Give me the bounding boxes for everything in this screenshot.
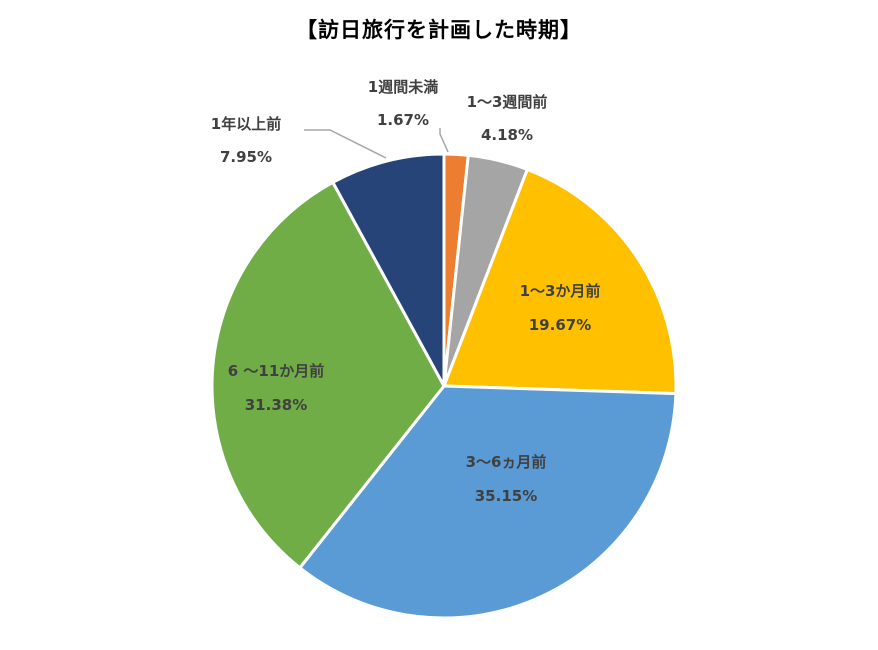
slice-value-label: 4.18%: [481, 126, 533, 144]
chart-title: 【訪日旅行を計画した時期】: [296, 18, 582, 42]
slice-value-label: 19.67%: [529, 316, 591, 334]
slice-labels: 1週間未満 1.67% 1～3週間前 4.18% 1～3か月前 19.67% 3～6ヵ月前 3…: [211, 78, 601, 505]
slice-category-label: 1～3か月前: [520, 282, 601, 300]
slice-value-label: 1.67%: [377, 111, 429, 129]
slice-category-label: 3～6ヵ月前: [466, 453, 547, 471]
pie-slice: [297, 384, 678, 620]
slice-category-label: 6 ～11か月前: [228, 362, 325, 380]
pie-slice: [330, 152, 446, 387]
slice-value-label: 7.95%: [220, 148, 272, 166]
pie-slice: [210, 180, 446, 570]
leader-line: [304, 129, 387, 159]
slice-value-label: 35.15%: [475, 487, 537, 505]
slice-value-label: 31.38%: [245, 396, 307, 414]
leader-lines: [304, 128, 449, 159]
pie-slices: [210, 152, 678, 620]
pie-slice: [441, 167, 678, 396]
slice-category-label: 1年以上前: [211, 115, 281, 133]
slice-category-label: 1～3週間前: [467, 93, 548, 111]
slice-category-label: 1週間未満: [368, 78, 438, 96]
leader-line: [439, 128, 449, 153]
